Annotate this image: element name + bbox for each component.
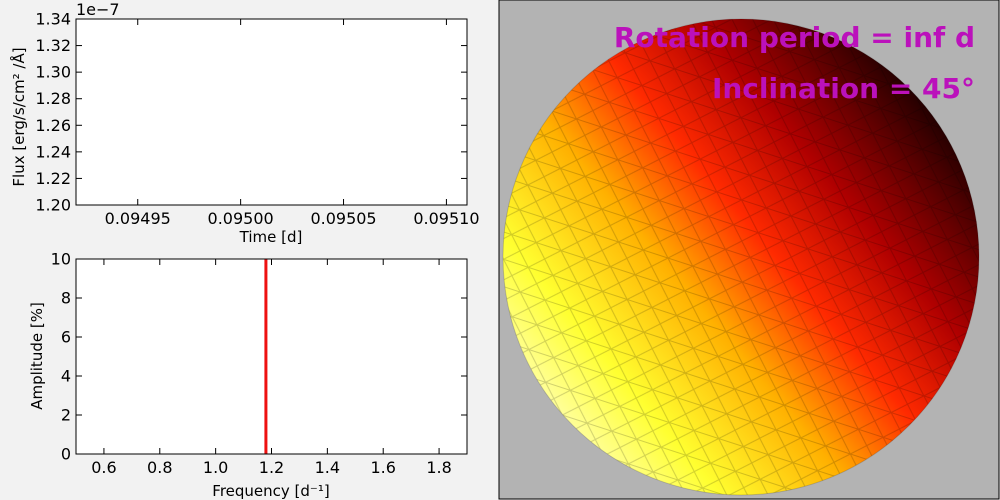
amplitude-xtick-label: 1.2: [259, 458, 284, 477]
amplitude-plot-area: [76, 259, 467, 454]
amplitude-xtick-label: 1.6: [370, 458, 395, 477]
flux-xtick-label: 0.09495: [105, 209, 171, 228]
flux-offset-text: 1e−7: [76, 0, 120, 19]
flux-ytick-label: 1.28: [35, 89, 71, 108]
flux-xlabel: Time [d]: [239, 228, 303, 246]
amplitude-xtick-label: 0.8: [147, 458, 172, 477]
flux-ticks: 0.09495 0.09500 0.09505 0.09510 1.20 1.22 1.24…: [35, 10, 479, 229]
flux-ylabel: Flux [erg/s/cm² /Å]: [9, 47, 28, 186]
flux-ytick-label: 1.34: [35, 10, 71, 29]
flux-xtick-label: 0.09505: [310, 209, 376, 228]
amplitude-xtick-label: 0.6: [91, 458, 116, 477]
flux-axes: 0.09495 0.09500 0.09505 0.09510 1.20 1.22 1.24…: [9, 0, 480, 246]
flux-ytick-label: 1.22: [35, 169, 71, 188]
flux-ytick-label: 1.20: [35, 196, 71, 215]
amplitude-xtick-label: 1.4: [315, 458, 340, 477]
amplitude-xtick-label: 1.0: [203, 458, 228, 477]
amplitude-frame: [75, 258, 468, 455]
flux-xtick-label: 0.09500: [208, 209, 274, 228]
amplitude-xtick-label: 1.8: [426, 458, 451, 477]
flux-ytick-label: 1.30: [35, 63, 71, 82]
star-sphere: [503, 19, 979, 495]
amplitude-ytick-label: 6: [61, 328, 71, 347]
amplitude-xlabel: Frequency [d⁻¹]: [212, 482, 329, 500]
flux-frame: [75, 18, 468, 206]
inclination-label: Inclination = 45°: [712, 72, 975, 105]
amplitude-ytick-label: 4: [61, 367, 71, 386]
flux-xtick-label: 0.09510: [413, 209, 479, 228]
amplitude-ylabel: Amplitude [%]: [28, 302, 46, 410]
star-limb: [502, 18, 980, 496]
amplitude-axes: 0.6 0.8 1.0 1.2 1.4 1.6 1.8 0 2 4 6 8 10 Frequency […: [28, 250, 468, 500]
star-surface-facets: [503, 19, 979, 495]
flux-plot-area: [76, 19, 467, 205]
amplitude-ticks: 0.6 0.8 1.0 1.2 1.4 1.6 1.8 0 2 4 6 8 10: [51, 250, 467, 477]
amplitude-ytick-label: 2: [61, 406, 71, 425]
flux-ytick-label: 1.32: [35, 36, 71, 55]
amplitude-ytick-label: 8: [61, 289, 71, 308]
flux-ytick-label: 1.26: [35, 116, 71, 135]
flux-ytick-label: 1.24: [35, 142, 71, 161]
amplitude-ytick-label: 0: [61, 445, 71, 464]
star-panel: Rotation period = inf d Inclination = 45…: [498, 0, 1000, 500]
rotation-period-label: Rotation period = inf d: [614, 21, 975, 54]
amplitude-ytick-label: 10: [51, 250, 71, 269]
